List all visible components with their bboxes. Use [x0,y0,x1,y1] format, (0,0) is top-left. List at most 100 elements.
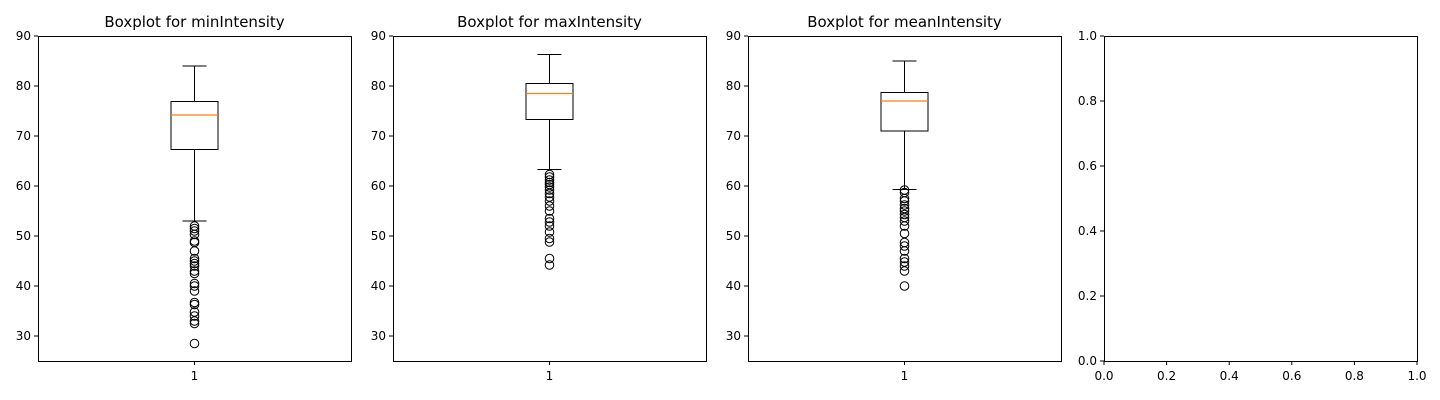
x-tick-label: 1 [901,369,909,383]
y-tick-label: 70 [726,129,741,143]
chart-panel-max-intensity: Boxplot for maxIntensity 30405060708090 … [371,13,707,383]
x-tick-label: 0.4 [1220,369,1239,383]
y-tick-label: 0.8 [1078,94,1097,108]
outlier-point [544,172,555,182]
outlier-point [544,237,555,247]
outlier-point [189,226,200,236]
chart-title: Boxplot for meanIntensity [807,13,1002,31]
y-axis: 0.0 0.2 0.4 0.6 0.8 1.0 [1078,29,1104,368]
outlier-point [899,209,910,220]
y-tick-label: 0.2 [1078,289,1097,303]
outlier-point [544,213,555,224]
y-tick-label: 50 [371,229,386,243]
y-tick-label: 80 [16,79,31,93]
outlier-point [544,233,555,244]
outlier-point [189,258,200,269]
y-axis: 30 40 50 60 70 80 90 [371,29,393,343]
x-tick-label: 0.0 [1094,369,1113,383]
outlier-point [544,175,555,185]
outlier-point [189,316,200,326]
y-tick-label: 80 [726,79,741,93]
y-tick-label: 30 [371,329,386,343]
x-tick-label: 1 [546,369,554,383]
x-axis: 1 [191,361,199,383]
outlier-point [899,266,910,276]
y-tick-label: 90 [726,29,741,43]
outlier-point [544,227,555,237]
x-axis: 0.0 0.2 0.4 0.6 0.8 1.0 [1094,361,1427,383]
outlier-point [189,311,200,321]
y-tick-label: 30 [726,329,741,343]
outlier-point [544,253,555,264]
y-tick-label: 0.4 [1078,224,1097,238]
y-tick-label: 90 [16,29,31,43]
outlier-point [189,261,200,271]
y-axis: 30 40 50 60 70 80 90 [16,29,38,343]
y-axis: 30 40 50 60 70 80 90 [726,29,748,343]
outlier-point [899,193,910,204]
axes-frame [748,36,1062,362]
x-tick-label: 0.8 [1345,369,1364,383]
x-axis: 1 [901,361,909,383]
y-tick-label: 90 [371,29,386,43]
outlier-point [544,206,555,216]
chart-panel-min-intensity: Boxplot for minIntensity 30405060708090 … [16,13,352,383]
outlier-point [544,221,555,231]
outlier-point [189,297,200,308]
outlier-point [899,216,910,226]
y-tick-label: 60 [16,179,31,193]
boxplot-marks [525,54,574,270]
outlier-point [899,196,910,206]
outlier-point [189,256,200,266]
chart-panel-empty: 0.0 0.2 0.4 0.6 0.8 1.0 0.0 0.2 0.4 0.6 0.8 1.0 [1078,29,1427,383]
outlier-point [544,185,555,195]
boxplot-marks [880,60,929,291]
chart-title: Boxplot for minIntensity [104,13,284,31]
chart-title: Boxplot for maxIntensity [457,13,642,31]
y-tick-label: 60 [726,179,741,193]
x-tick-label: 1 [191,369,199,383]
x-tick-label: 1.0 [1407,369,1426,383]
axes-frame [1104,36,1418,362]
axes-frame [393,36,707,362]
outlier-point [544,260,555,270]
outlier-point [189,338,200,349]
y-tick-label: 50 [726,229,741,243]
x-tick-label: 0.2 [1157,369,1176,383]
outlier-point [189,318,200,329]
x-tick-label: 0.6 [1282,369,1301,383]
y-tick-label: 0.0 [1078,354,1097,368]
outlier-point [544,196,555,206]
outlier-point [899,281,910,291]
y-tick-label: 0.6 [1078,159,1097,173]
y-tick-label: 80 [371,79,386,93]
outlier-point [544,201,555,211]
y-tick-label: 40 [726,279,741,293]
y-tick-label: 30 [16,329,31,343]
outlier-point [899,241,910,251]
y-tick-label: 50 [16,229,31,243]
outlier-point [189,223,200,234]
outlier-point [189,229,200,240]
y-tick-label: 60 [371,179,386,193]
outlier-point [544,182,555,192]
outlier-point [899,253,910,264]
outlier-point [189,266,200,276]
outlier-point [189,278,200,289]
y-tick-label: 40 [371,279,386,293]
outlier-point [189,281,200,291]
outlier-point [544,188,555,199]
boxplot-marks [170,65,219,349]
axes-frame [38,36,352,362]
y-tick-label: 70 [16,129,31,143]
outlier-point [189,253,200,264]
y-tick-label: 70 [371,129,386,143]
outlier-point [899,246,910,256]
outlier-point [899,221,910,231]
chart-panel-mean-intensity: Boxplot for meanIntensity 30 40 50 60 70 80 90… [726,13,1062,383]
outlier-point [899,261,910,271]
outlier-point [189,286,200,296]
y-tick-label: 40 [16,279,31,293]
outlier-point [189,268,200,279]
